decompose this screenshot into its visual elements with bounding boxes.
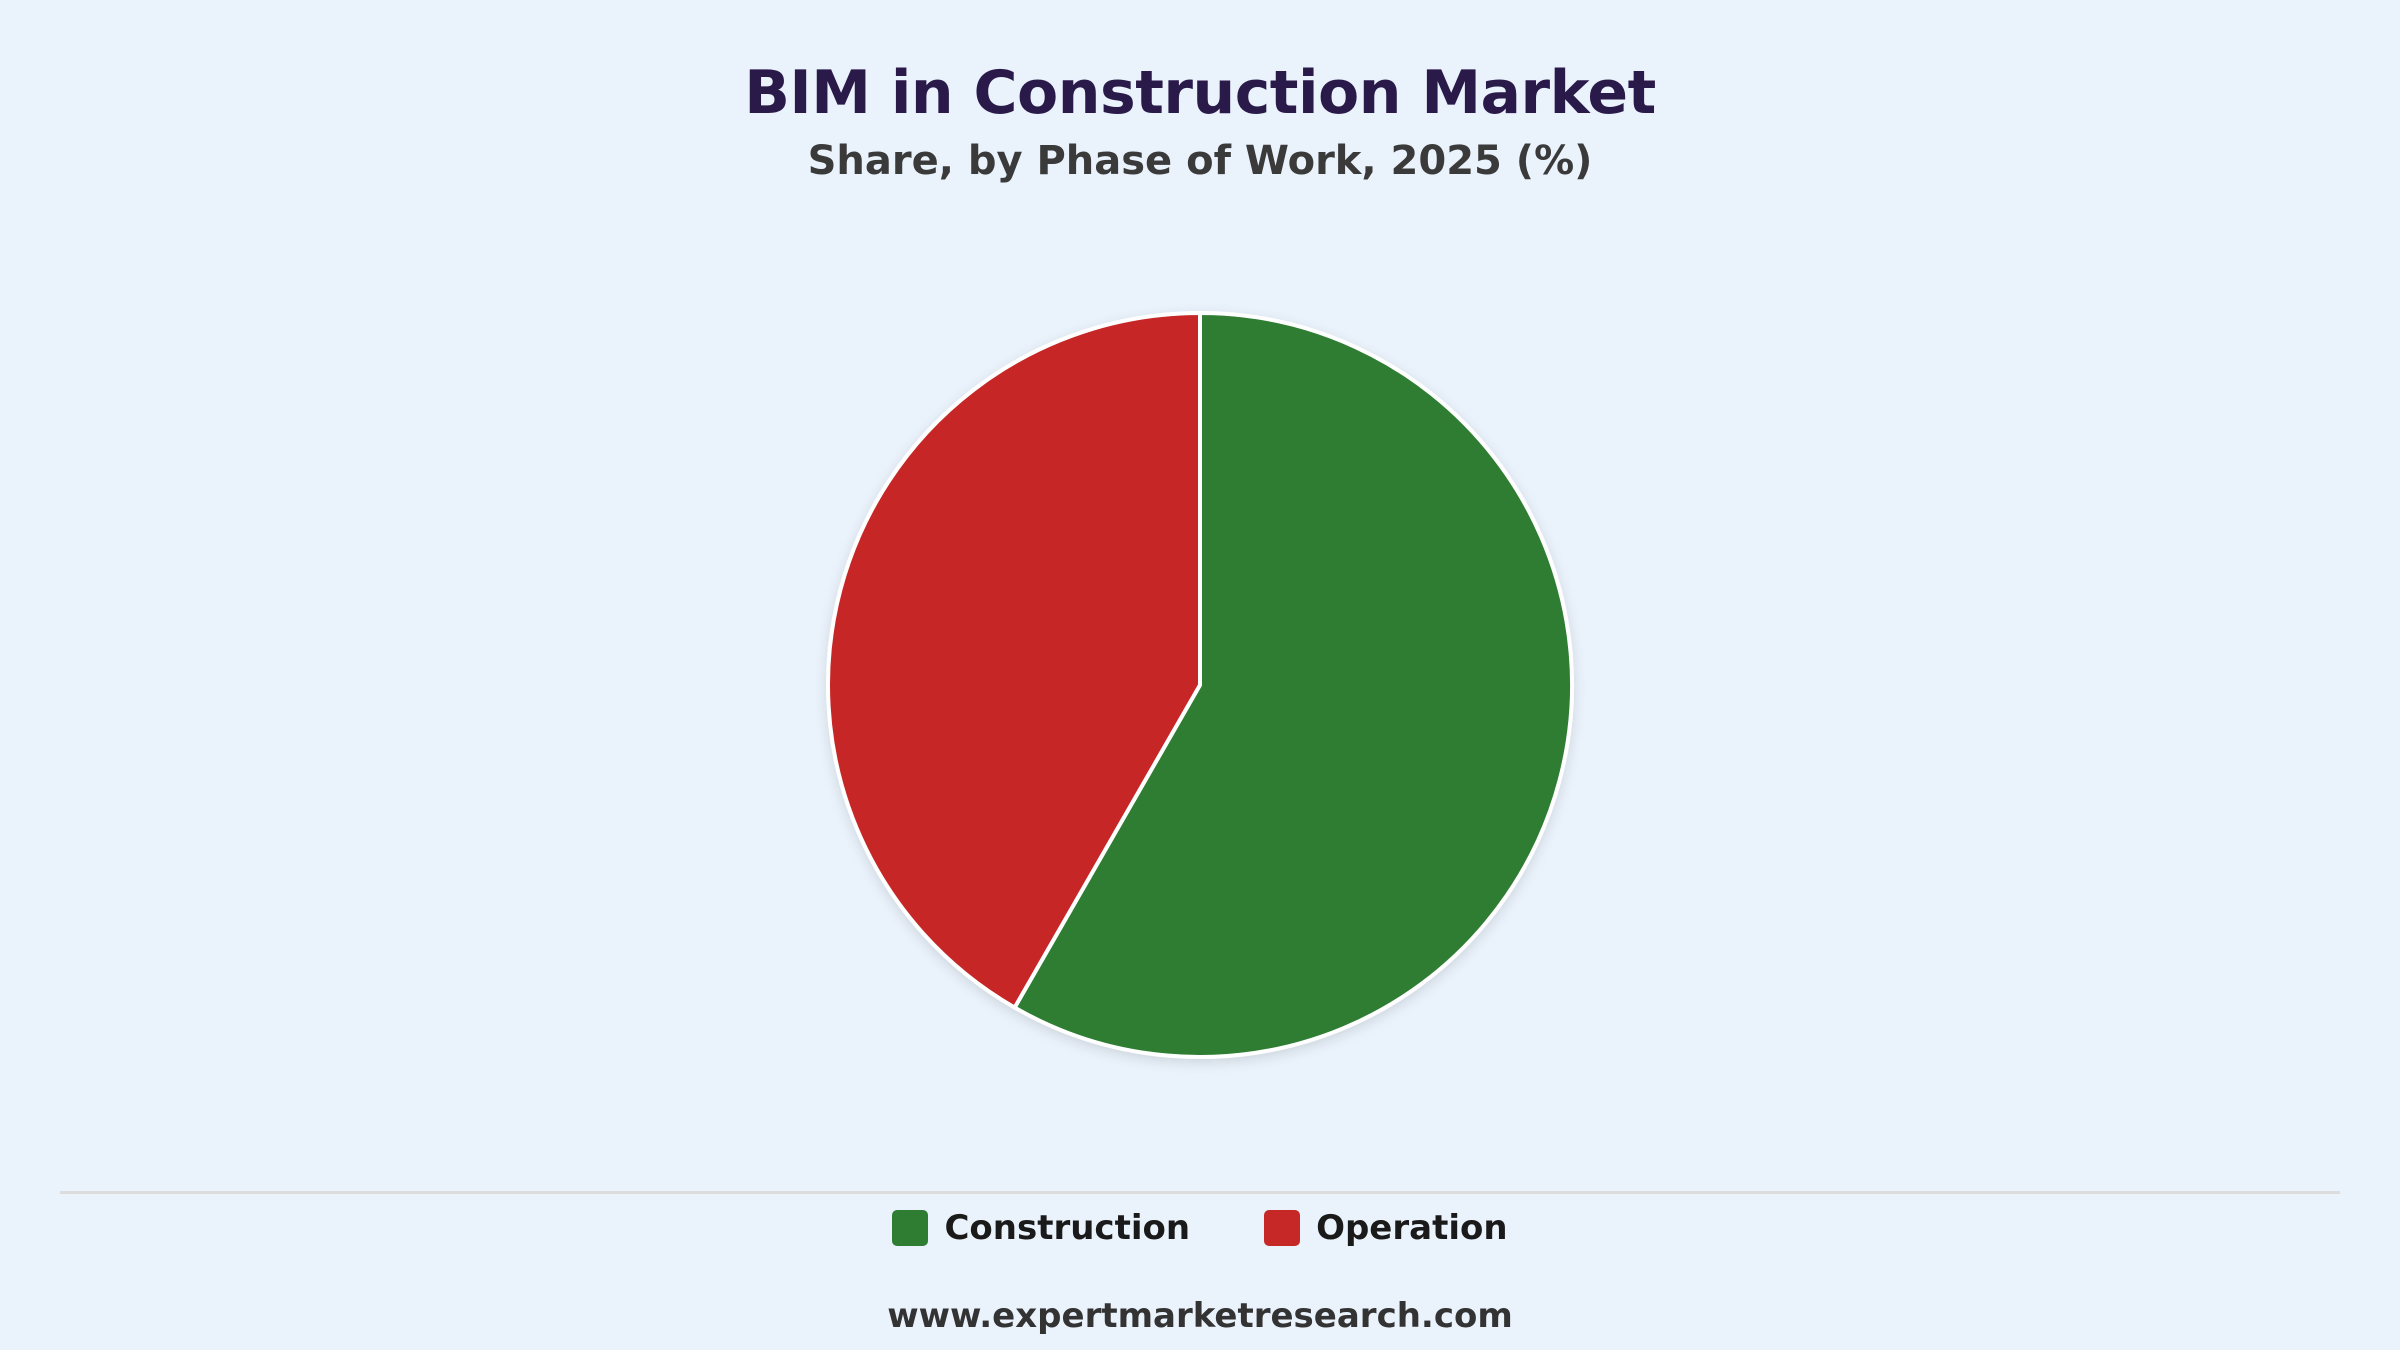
legend-swatch-operation bbox=[1264, 1210, 1301, 1246]
legend-swatch-construction bbox=[892, 1210, 929, 1246]
legend-divider bbox=[60, 1191, 2340, 1194]
pie-chart bbox=[826, 311, 1574, 1059]
source-footer[interactable]: www.expertmarketresearch.com bbox=[887, 1296, 1513, 1336]
pie-slices bbox=[826, 311, 1574, 1059]
legend-label-operation: Operation bbox=[1316, 1208, 1508, 1248]
legend-item-operation[interactable]: Operation bbox=[1264, 1208, 1508, 1248]
chart-subtitle: Share, by Phase of Work, 2025 (%) bbox=[807, 138, 1593, 184]
pie-slice-operation[interactable] bbox=[826, 311, 1202, 1010]
chart-title: BIM in Construction Market bbox=[744, 58, 1656, 128]
legend-label-construction: Construction bbox=[944, 1208, 1191, 1248]
legend-item-construction[interactable]: Construction bbox=[892, 1208, 1190, 1248]
pie-slice-construction[interactable] bbox=[1012, 311, 1574, 1059]
legend: Construction Operation bbox=[0, 1208, 2400, 1248]
